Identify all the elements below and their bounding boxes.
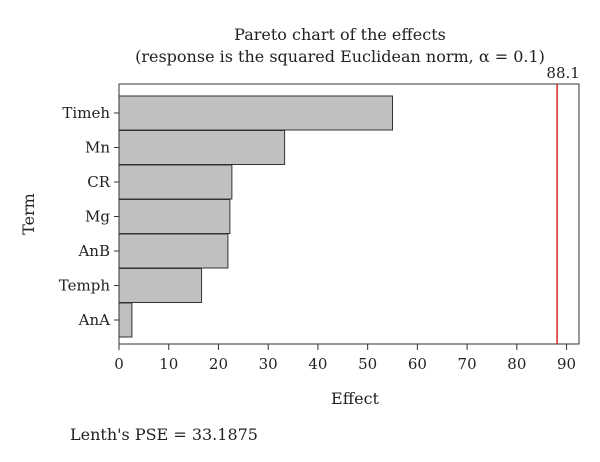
bar-cr xyxy=(118,164,233,200)
x-axis-title: Effect xyxy=(331,389,379,408)
y-axis-ticks: Timeh Mn CR Mg AnB Temph AnA xyxy=(59,104,119,329)
x-tick-label: 70 xyxy=(458,355,477,373)
y-tick-label: Mg xyxy=(85,208,110,226)
y-tick-label: CR xyxy=(87,173,110,191)
x-tick-label: 0 xyxy=(114,355,124,373)
significance-label: 88.1 xyxy=(546,64,579,82)
x-tick-label: 40 xyxy=(308,355,327,373)
chart-title: Pareto chart of the effects xyxy=(234,25,446,44)
y-tick-label: Mn xyxy=(85,139,110,157)
x-tick-label: 80 xyxy=(507,355,526,373)
bar-temph xyxy=(118,268,203,303)
x-tick-label: 20 xyxy=(209,355,228,373)
chart-subtitle: (response is the squared Euclidean norm,… xyxy=(135,47,545,66)
bar-timeh xyxy=(118,95,394,131)
bar-mn xyxy=(118,130,286,165)
bar-mg xyxy=(118,199,231,234)
y-tick-label: AnA xyxy=(78,311,110,329)
y-axis-title: Term xyxy=(19,193,38,235)
x-tick-label: 60 xyxy=(408,355,427,373)
bars-layer xyxy=(118,95,394,338)
x-tick-label: 90 xyxy=(557,355,576,373)
x-tick-label: 30 xyxy=(259,355,278,373)
lenth-pse-note: Lenth's PSE = 33.1875 xyxy=(70,425,258,444)
y-tick-label: AnB xyxy=(77,242,110,260)
bar-anb xyxy=(118,233,229,269)
bar-ana xyxy=(118,302,133,338)
y-tick-label: Temph xyxy=(59,277,111,295)
y-tick-label: Timeh xyxy=(62,104,110,122)
x-tick-label: 10 xyxy=(159,355,178,373)
x-axis-ticks: 0 10 20 30 40 50 60 70 80 90 xyxy=(114,344,576,373)
reference-layer: 88.1 xyxy=(546,64,580,344)
x-tick-label: 50 xyxy=(358,355,377,373)
